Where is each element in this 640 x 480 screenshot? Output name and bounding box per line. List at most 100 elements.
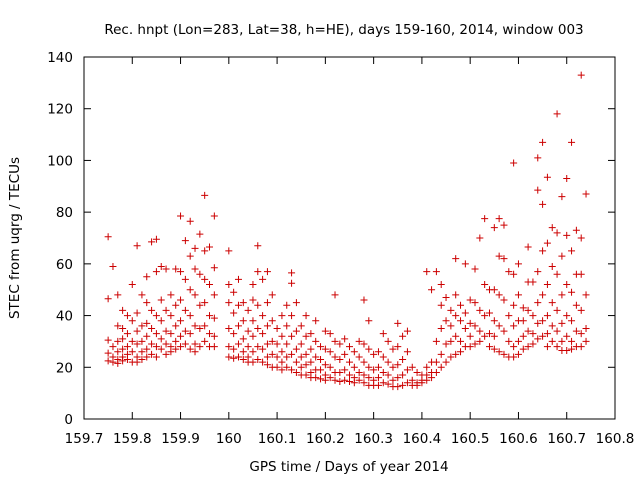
data-point: [326, 348, 334, 356]
data-point: [495, 215, 503, 223]
data-point: [495, 291, 503, 299]
data-point: [534, 268, 542, 276]
y-tick-label: 120: [47, 102, 73, 118]
data-point: [548, 337, 556, 345]
data-point: [568, 138, 576, 146]
data-point: [447, 306, 455, 314]
data-point: [428, 286, 436, 294]
data-point: [360, 371, 368, 379]
data-point: [539, 332, 547, 340]
data-point: [423, 268, 431, 276]
data-point: [157, 317, 165, 325]
data-point: [403, 348, 411, 356]
data-point: [355, 353, 363, 361]
data-point: [177, 343, 185, 351]
data-point: [317, 356, 325, 364]
data-point: [172, 265, 180, 273]
data-point: [379, 330, 387, 338]
data-point: [394, 383, 402, 391]
data-point: [157, 262, 165, 270]
data-point: [206, 330, 214, 338]
data-point: [312, 317, 320, 325]
data-point: [553, 343, 561, 351]
data-point: [297, 363, 305, 371]
data-point: [201, 247, 209, 255]
data-point: [394, 361, 402, 369]
data-point: [186, 252, 194, 260]
data-point: [495, 252, 503, 260]
data-point: [389, 363, 397, 371]
data-point: [206, 243, 214, 251]
data-point: [196, 270, 204, 278]
data-point: [534, 299, 542, 307]
data-point: [510, 301, 518, 309]
data-point: [152, 235, 160, 243]
chart-title: Rec. hnpt (Lon=283, Lat=38, h=HE), days …: [104, 22, 583, 38]
data-point: [288, 366, 296, 374]
data-point: [148, 350, 156, 358]
data-point: [548, 299, 556, 307]
data-point: [563, 231, 571, 239]
data-point: [114, 337, 122, 345]
data-point: [384, 371, 392, 379]
data-point: [278, 332, 286, 340]
data-point: [196, 325, 204, 332]
data-point: [379, 353, 387, 361]
data-point: [346, 358, 353, 366]
data-point: [297, 322, 305, 330]
data-point: [317, 343, 325, 351]
data-point: [476, 306, 484, 314]
data-point: [278, 312, 286, 320]
data-point: [534, 335, 542, 343]
x-tick-label: 160.1: [258, 431, 297, 447]
y-tick-label: 80: [56, 205, 73, 221]
data-point: [234, 301, 242, 309]
data-point: [288, 269, 296, 277]
data-point: [268, 350, 276, 358]
data-point: [500, 255, 508, 263]
data-point: [152, 268, 160, 276]
data-point: [283, 353, 291, 361]
data-point: [143, 273, 151, 281]
data-point: [360, 340, 368, 348]
data-point: [249, 358, 257, 366]
data-point: [355, 376, 363, 384]
data-point: [288, 332, 296, 340]
data-point: [572, 301, 580, 309]
data-point: [288, 279, 296, 287]
data-point: [225, 325, 233, 332]
data-point: [273, 363, 281, 371]
data-point: [123, 330, 131, 338]
data-point: [297, 353, 305, 361]
data-point: [114, 359, 122, 367]
data-point: [442, 358, 450, 366]
data-point: [389, 345, 397, 353]
data-point: [379, 368, 387, 376]
data-point: [563, 175, 571, 183]
data-point: [539, 138, 547, 146]
data-point: [181, 340, 189, 348]
data-point: [558, 319, 566, 327]
data-point: [543, 281, 551, 289]
x-tick-label: 160.8: [596, 431, 635, 447]
data-point: [162, 350, 170, 358]
data-point: [162, 340, 170, 348]
data-point: [336, 356, 344, 364]
data-point: [539, 317, 547, 325]
data-point: [177, 296, 185, 304]
data-point: [476, 327, 484, 335]
data-point: [123, 343, 131, 351]
data-point: [543, 343, 551, 351]
data-point: [568, 337, 576, 345]
data-point: [167, 291, 175, 299]
data-point: [167, 330, 175, 338]
data-point: [254, 343, 262, 351]
data-point: [553, 327, 561, 335]
data-point: [133, 327, 141, 335]
data-point: [201, 322, 209, 330]
data-point: [181, 327, 189, 335]
data-point: [317, 375, 325, 383]
data-point: [186, 330, 194, 338]
data-point: [210, 314, 218, 322]
data-point: [442, 340, 450, 348]
